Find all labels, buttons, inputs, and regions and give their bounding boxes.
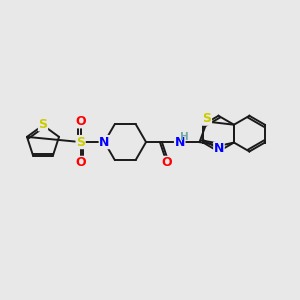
Text: O: O [75,115,86,128]
Text: O: O [75,156,86,170]
Text: S: S [202,112,211,125]
Text: N: N [175,136,185,148]
Text: N: N [214,142,224,155]
Text: S: S [38,118,47,131]
Text: O: O [161,156,172,170]
Text: H: H [180,132,189,142]
Text: N: N [99,136,110,148]
Text: S: S [76,136,85,148]
